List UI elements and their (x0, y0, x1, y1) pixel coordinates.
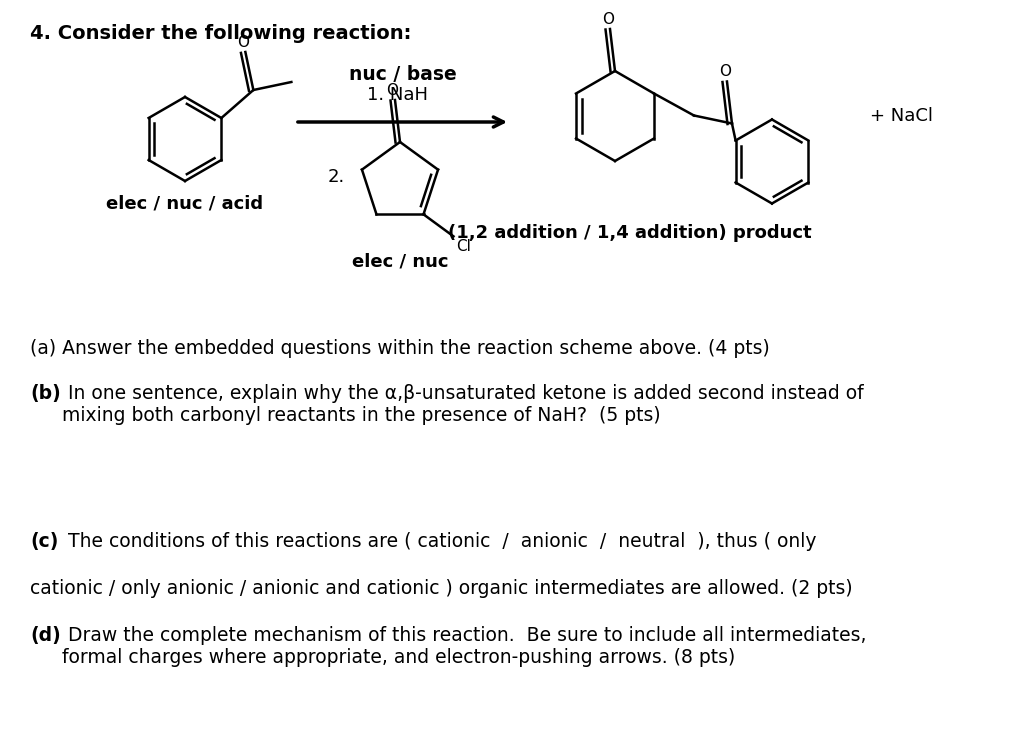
Text: O: O (719, 65, 731, 79)
Text: O: O (386, 83, 398, 98)
Text: In one sentence, explain why the α,β-unsaturated ketone is added second instead : In one sentence, explain why the α,β-uns… (62, 384, 863, 425)
Text: cationic / only anionic / anionic and cationic ) organic intermediates are allow: cationic / only anionic / anionic and ca… (30, 579, 853, 598)
Text: elec / nuc: elec / nuc (352, 252, 449, 270)
Text: (a) Answer the embedded questions within the reaction scheme above. (4 pts): (a) Answer the embedded questions within… (30, 339, 770, 358)
Text: (b): (b) (30, 384, 60, 403)
Text: + NaCl: + NaCl (870, 107, 933, 125)
Text: (1,2 addition / 1,4 addition) product: (1,2 addition / 1,4 addition) product (449, 224, 812, 242)
Text: Draw the complete mechanism of this reaction.  Be sure to include all intermedia: Draw the complete mechanism of this reac… (62, 626, 866, 667)
Text: elec / nuc / acid: elec / nuc / acid (106, 194, 263, 212)
Text: nuc / base: nuc / base (348, 65, 457, 84)
Text: O: O (602, 12, 614, 27)
Text: 1. NaH: 1. NaH (367, 86, 428, 104)
Text: (c): (c) (30, 532, 58, 551)
Text: The conditions of this reactions are ( cationic  /  anionic  /  neutral  ), thus: The conditions of this reactions are ( c… (62, 532, 816, 551)
Text: 2.: 2. (328, 168, 345, 186)
Text: 4. Consider the following reaction:: 4. Consider the following reaction: (30, 24, 412, 43)
Text: Cl: Cl (457, 239, 471, 254)
Text: (d): (d) (30, 626, 60, 645)
Text: O: O (238, 35, 250, 50)
